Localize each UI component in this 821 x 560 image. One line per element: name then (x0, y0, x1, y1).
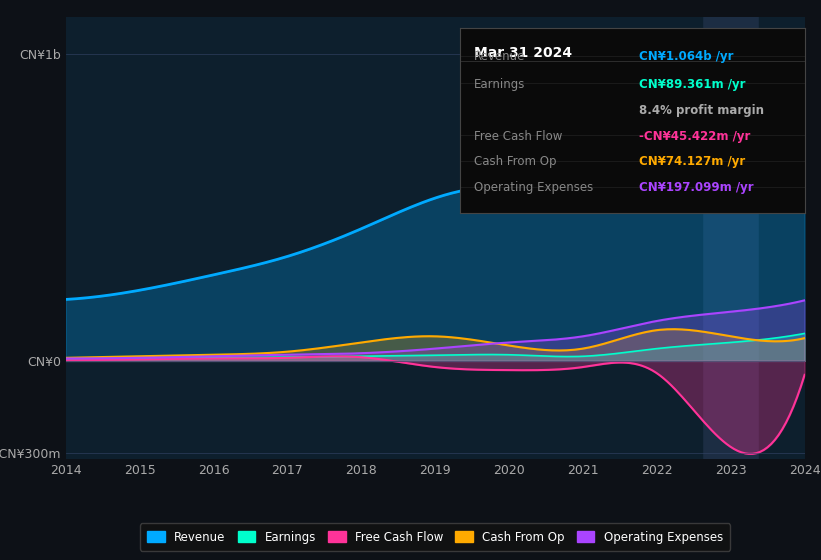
Text: CN¥89.361m /yr: CN¥89.361m /yr (639, 78, 745, 91)
Text: 8.4% profit margin: 8.4% profit margin (639, 104, 764, 116)
Text: CN¥74.127m /yr: CN¥74.127m /yr (639, 156, 745, 169)
Text: Free Cash Flow: Free Cash Flow (474, 129, 562, 143)
Text: CN¥1.064b /yr: CN¥1.064b /yr (639, 50, 734, 63)
Text: Operating Expenses: Operating Expenses (474, 181, 593, 194)
Text: -CN¥45.422m /yr: -CN¥45.422m /yr (639, 129, 750, 143)
Text: Earnings: Earnings (474, 78, 525, 91)
Text: Mar 31 2024: Mar 31 2024 (474, 46, 571, 60)
Legend: Revenue, Earnings, Free Cash Flow, Cash From Op, Operating Expenses: Revenue, Earnings, Free Cash Flow, Cash … (140, 524, 730, 550)
Text: Cash From Op: Cash From Op (474, 156, 556, 169)
Text: CN¥197.099m /yr: CN¥197.099m /yr (639, 181, 754, 194)
Text: Revenue: Revenue (474, 50, 525, 63)
